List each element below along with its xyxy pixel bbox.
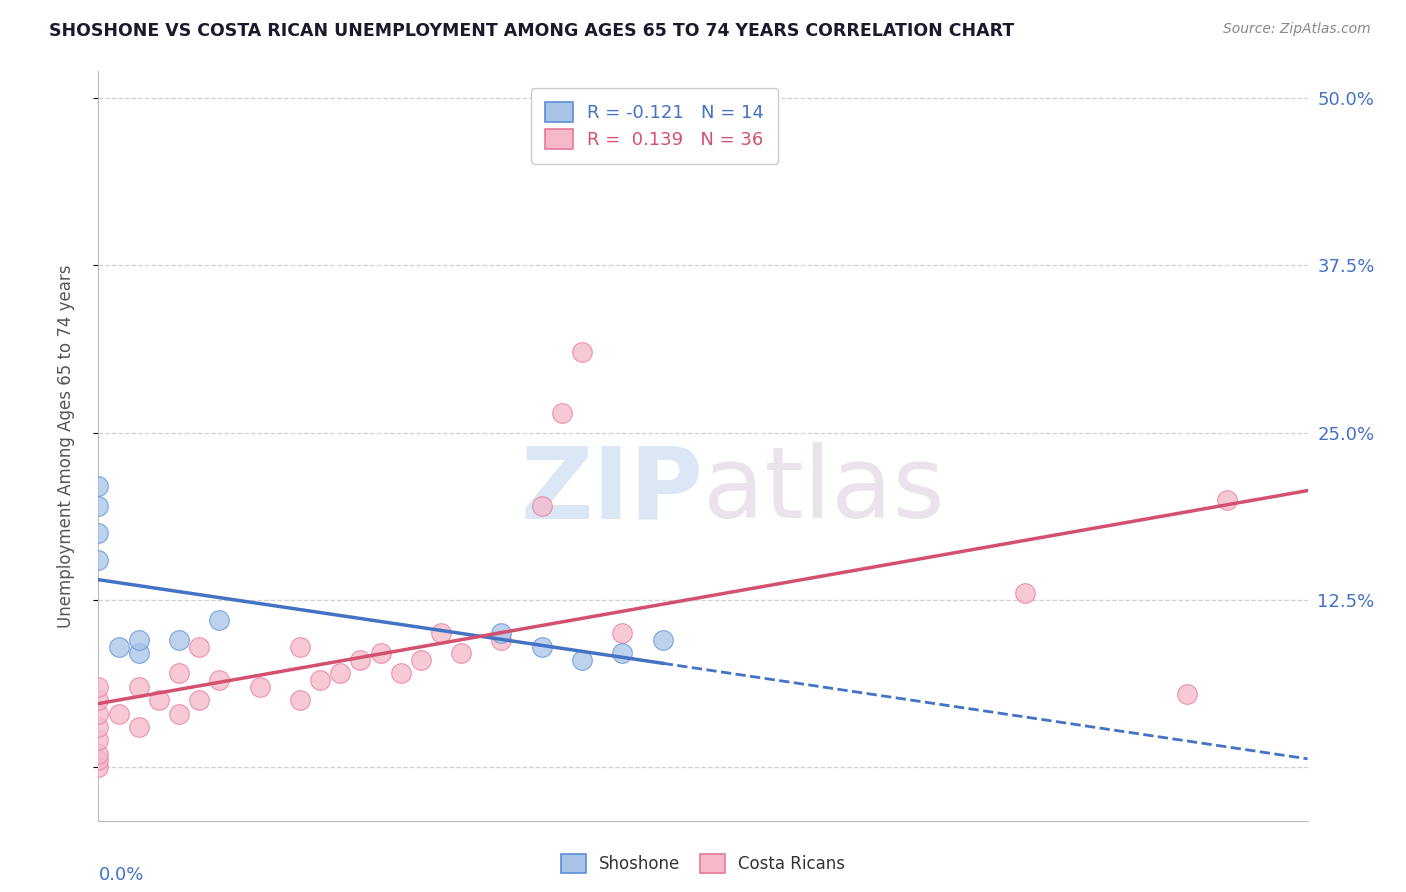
Legend: Shoshone, Costa Ricans: Shoshone, Costa Ricans — [554, 847, 852, 880]
Point — [370, 646, 392, 660]
Point — [128, 646, 150, 660]
Point — [87, 500, 110, 514]
Point — [87, 760, 110, 774]
Point — [1175, 687, 1198, 701]
Point — [612, 646, 634, 660]
Point — [188, 640, 211, 654]
Point — [551, 406, 574, 420]
Point — [450, 646, 472, 660]
Point — [87, 747, 110, 761]
Point — [128, 680, 150, 694]
Point — [530, 640, 553, 654]
Point — [651, 633, 673, 648]
Point — [249, 680, 271, 694]
Point — [167, 633, 190, 648]
Point — [571, 653, 593, 667]
Y-axis label: Unemployment Among Ages 65 to 74 years: Unemployment Among Ages 65 to 74 years — [56, 264, 75, 628]
Point — [530, 500, 553, 514]
Point — [87, 693, 110, 707]
Point — [87, 753, 110, 767]
Point — [389, 666, 412, 681]
Point — [309, 673, 332, 688]
Point — [87, 733, 110, 747]
Point — [491, 626, 513, 640]
Point — [1014, 586, 1036, 600]
Text: atlas: atlas — [703, 442, 945, 540]
Point — [87, 553, 110, 567]
Point — [128, 720, 150, 734]
Point — [349, 653, 371, 667]
Text: Source: ZipAtlas.com: Source: ZipAtlas.com — [1223, 22, 1371, 37]
Point — [188, 693, 211, 707]
Text: SHOSHONE VS COSTA RICAN UNEMPLOYMENT AMONG AGES 65 TO 74 YEARS CORRELATION CHART: SHOSHONE VS COSTA RICAN UNEMPLOYMENT AMO… — [49, 22, 1015, 40]
Point — [208, 673, 231, 688]
Point — [87, 526, 110, 541]
Point — [148, 693, 170, 707]
Point — [430, 626, 453, 640]
Point — [107, 706, 129, 721]
Point — [87, 706, 110, 721]
Point — [409, 653, 432, 667]
Point — [571, 345, 593, 359]
Point — [288, 640, 311, 654]
Point — [208, 613, 231, 627]
Point — [1216, 492, 1239, 507]
Point — [107, 640, 129, 654]
Point — [128, 633, 150, 648]
Point — [167, 706, 190, 721]
Point — [491, 633, 513, 648]
Point — [87, 479, 110, 493]
Point — [87, 680, 110, 694]
Point — [87, 720, 110, 734]
Point — [288, 693, 311, 707]
Point — [329, 666, 352, 681]
Text: 0.0%: 0.0% — [98, 865, 143, 884]
Point — [612, 626, 634, 640]
Point — [167, 666, 190, 681]
Text: ZIP: ZIP — [520, 442, 703, 540]
